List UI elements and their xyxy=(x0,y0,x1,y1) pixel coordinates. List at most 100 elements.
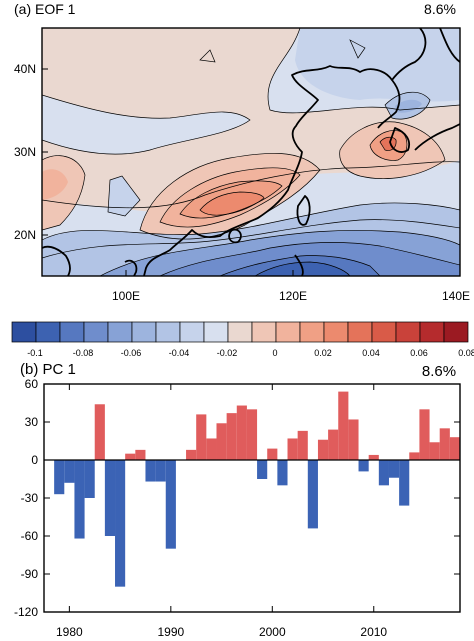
colorbar-swatch xyxy=(275,321,301,343)
colorbar-swatch xyxy=(443,321,469,343)
colorbar-swatch xyxy=(11,321,37,343)
panel-b-title: (b) PC 1 xyxy=(20,361,76,378)
colorbar-swatch xyxy=(35,321,61,343)
bar-1995 xyxy=(216,423,227,460)
coastlines xyxy=(42,28,460,276)
bar-1987 xyxy=(135,449,146,460)
colorbar-label: 0.02 xyxy=(314,348,332,358)
pc-bars xyxy=(54,391,460,587)
colorbar-swatch xyxy=(203,321,229,343)
bar-2015 xyxy=(419,409,430,460)
colorbar-label: -0.02 xyxy=(217,348,238,358)
map-ytick-30n: 30N xyxy=(14,145,36,159)
panel-a-variance: 8.6% xyxy=(424,1,456,17)
colorbar-label: -0.08 xyxy=(73,348,94,358)
colorbar-label: -0.04 xyxy=(169,348,190,358)
bar-2012 xyxy=(388,460,400,478)
bar-2000 xyxy=(267,448,278,460)
bar-xtick-label: 1990 xyxy=(157,625,184,639)
bar-1996 xyxy=(226,413,237,460)
bar-2009 xyxy=(358,460,369,472)
map-ytick-20n: 20N xyxy=(14,228,36,242)
bar-2014 xyxy=(409,452,420,460)
colorbar-label: -0.1 xyxy=(27,348,43,358)
colorbar-label: 0.08 xyxy=(458,348,474,358)
bar-ytick-label: 30 xyxy=(25,415,39,429)
colorbar: -0.1 -0.08 -0.06 -0.04 -0.02 0 0.02 0.04 0.06 0.0… xyxy=(11,321,474,358)
bar-ytick-label: -60 xyxy=(21,529,39,543)
bar-1993 xyxy=(196,414,207,460)
bar-1990 xyxy=(165,460,176,549)
negative-region-northeast xyxy=(295,28,460,102)
bar-xtick-label: 2000 xyxy=(259,625,286,639)
bar-2004 xyxy=(307,460,318,529)
bar-1989 xyxy=(155,460,166,482)
bar-2002 xyxy=(287,438,298,460)
panel-a-title: (a) EOF 1 xyxy=(14,1,76,17)
bar-1981 xyxy=(74,460,85,539)
colorbar-swatch xyxy=(227,321,253,343)
bar-2018 xyxy=(449,437,460,460)
bar-1982 xyxy=(84,460,95,498)
bar-ytick-label: 0 xyxy=(31,453,38,467)
map-xtick-140e: 140E xyxy=(442,289,470,303)
eof-map xyxy=(42,28,460,276)
colorbar-swatch xyxy=(323,321,349,343)
bar-1992 xyxy=(186,449,197,460)
west-negative-box xyxy=(108,176,140,216)
colorbar-label: 0 xyxy=(272,348,277,358)
map-xtick-100e: 100E xyxy=(112,289,140,303)
bar-ytick-label: 60 xyxy=(25,377,39,391)
southwest-positive-core xyxy=(42,169,68,200)
colorbar-swatch xyxy=(251,321,277,343)
bar-2017 xyxy=(439,428,450,460)
bar-xtick-label: 1980 xyxy=(56,625,83,639)
colorbar-label: -0.06 xyxy=(121,348,142,358)
bar-1979 xyxy=(54,460,65,495)
south-china-positive-4 xyxy=(200,192,264,216)
colorbar-swatch xyxy=(419,321,445,343)
colorbar-swatch xyxy=(107,321,133,343)
bar-ytick-label: -90 xyxy=(21,567,39,581)
bar-2013 xyxy=(399,460,410,506)
bar-1980 xyxy=(64,460,75,483)
colorbar-swatch xyxy=(395,321,421,343)
bar-2007 xyxy=(338,391,349,460)
colorbar-label: 0.04 xyxy=(362,348,380,358)
bar-ytick-label: -120 xyxy=(14,605,38,619)
bar-2001 xyxy=(277,460,288,486)
bar-2016 xyxy=(429,442,440,460)
map-xtick-120e: 120E xyxy=(279,289,307,303)
bar-1988 xyxy=(145,460,156,482)
bar-2011 xyxy=(378,460,389,486)
colorbar-swatch xyxy=(131,321,157,343)
colorbar-swatch xyxy=(371,321,397,343)
map-ytick-40n: 40N xyxy=(14,62,36,76)
bar-2005 xyxy=(317,439,329,460)
bar-xtick-label: 2010 xyxy=(360,625,387,639)
colorbar-label: 0.06 xyxy=(410,348,428,358)
contour-lines xyxy=(42,28,460,276)
bar-1999 xyxy=(257,460,268,479)
korea-negative-core xyxy=(395,99,422,113)
bar-ytick-label: -30 xyxy=(21,491,39,505)
map-ticks xyxy=(42,68,461,276)
panel-b-variance: 8.6% xyxy=(422,363,456,380)
bar-2003 xyxy=(297,430,308,460)
bar-x-axis: 1980 1990 2000 2010 xyxy=(56,384,387,639)
bar-1998 xyxy=(246,409,258,460)
bar-1986 xyxy=(125,453,136,460)
bar-2010 xyxy=(368,454,379,460)
colorbar-swatch xyxy=(179,321,205,343)
colorbar-swatch xyxy=(155,321,181,343)
colorbar-swatch xyxy=(347,321,373,343)
bar-1994 xyxy=(206,438,217,460)
bar-1983 xyxy=(94,404,105,460)
bar-1985 xyxy=(115,460,126,587)
colorbar-swatch xyxy=(59,321,85,343)
bar-y-axis: 60 30 0 -30 -60 -90 -120 xyxy=(14,377,460,619)
bar-1997 xyxy=(236,405,247,460)
bar-2008 xyxy=(348,419,359,460)
colorbar-swatch xyxy=(83,321,109,343)
